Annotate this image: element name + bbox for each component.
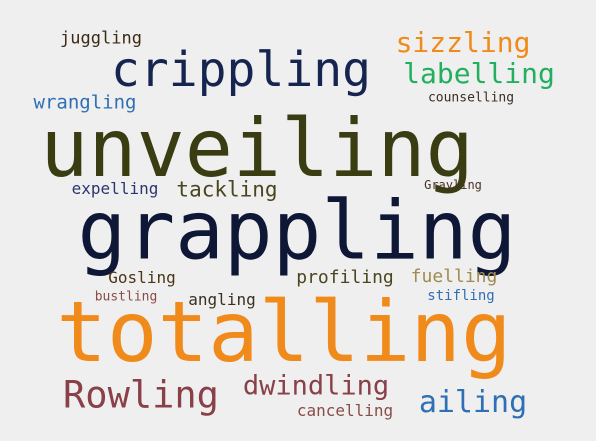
word-stifling: stifling xyxy=(427,288,495,304)
word-wrangling: wrangling xyxy=(33,91,137,114)
word-fuelling: fuelling xyxy=(410,266,498,287)
word-gosling: Gosling xyxy=(108,268,176,287)
word-totalling: totalling xyxy=(56,283,512,381)
word-labelling: labelling xyxy=(403,57,555,90)
word-bustling: bustling xyxy=(94,289,158,305)
word-dwindling: dwindling xyxy=(242,370,390,402)
word-grayling: Grayling xyxy=(424,178,482,192)
word-expelling: expelling xyxy=(71,179,159,198)
word-ailing: ailing xyxy=(418,385,528,420)
word-sizzling: sizzling xyxy=(395,26,531,59)
word-counselling: counselling xyxy=(427,90,515,106)
word-juggling: juggling xyxy=(60,28,142,49)
word-grappling: grappling xyxy=(77,184,517,279)
word-unveiling: unveiling xyxy=(40,102,474,195)
word-cancelling: cancelling xyxy=(296,401,394,420)
word-tackling: tackling xyxy=(176,177,278,202)
word-angling: angling xyxy=(188,290,256,309)
word-rowling: Rowling xyxy=(63,373,219,417)
word-crippling: crippling xyxy=(110,42,372,98)
word-profiling: profiling xyxy=(296,267,394,288)
